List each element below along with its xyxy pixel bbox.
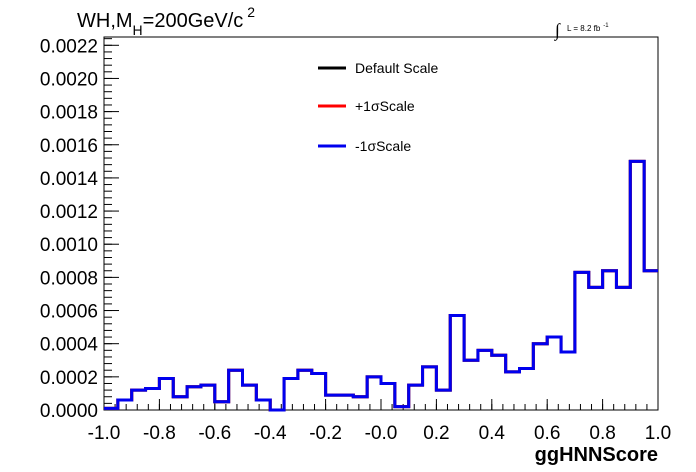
x-axis-label: ggHNNScore <box>535 444 658 466</box>
y-tick-label: 0.0006 <box>40 302 98 323</box>
series-line-2 <box>104 159 658 412</box>
x-tick-label: 0.2 <box>423 423 449 444</box>
x-tick-label: -0.6 <box>198 423 231 444</box>
y-tick-label: 0.0008 <box>40 268 98 289</box>
y-tick-label: 0.0016 <box>40 136 98 157</box>
x-tick-label: -0.2 <box>309 423 342 444</box>
y-tick-label: 0.0018 <box>40 103 98 124</box>
lumi-text: L = 8.2 fb <box>567 24 601 33</box>
svg-text:WH,MH=200GeV/c2: WH,MH=200GeV/c 2 <box>77 4 255 38</box>
y-axis: 0.0000 0.0002 0.0004 0.0006 0.0008 0.0010 0.00… <box>40 36 119 422</box>
luminosity-annotation: ∫ L = 8.2 fb -1 <box>554 20 609 41</box>
x-tick-label: -0.0 <box>365 423 398 444</box>
legend-label-0: Default Scale <box>355 60 438 76</box>
x-tick-label: -1.0 <box>88 423 121 444</box>
y-tick-label: 0.0020 <box>40 69 98 90</box>
lumi-superscript: -1 <box>603 23 609 29</box>
x-tick-label: 0.8 <box>589 423 615 444</box>
y-tick-label: 0.0022 <box>40 36 98 57</box>
series-layer <box>104 159 658 412</box>
x-tick-label: 0.4 <box>479 423 506 444</box>
y-tick-label: 0.0014 <box>40 169 99 190</box>
integral-symbol: ∫ <box>554 20 561 41</box>
y-tick-label: 0.0004 <box>40 335 99 356</box>
x-tick-label: 0.6 <box>534 423 560 444</box>
title-superscript: 2 <box>247 4 255 20</box>
legend-label-1: +1σScale <box>355 98 415 114</box>
x-tick-label: 1.0 <box>645 423 671 444</box>
plot-frame <box>103 36 659 411</box>
chart-title: WH,MH=200GeV/c 2 <box>77 4 255 38</box>
y-tick-label: 0.0000 <box>40 401 98 422</box>
y-tick-label: 0.0010 <box>40 235 98 256</box>
x-axis: -1.0 -0.8 -0.6 -0.4 -0.2 -0.0 0.2 0.4 0.6 0.8 1.0 <box>88 399 671 444</box>
legend: Default Scale +1σScale -1σScale <box>318 60 438 154</box>
title-suffix: =200GeV/c <box>143 10 244 32</box>
title-subscript: H <box>133 22 143 38</box>
title-prefix: WH,M <box>77 10 133 32</box>
y-tick-label: 0.0002 <box>40 368 98 389</box>
legend-label-2: -1σScale <box>355 138 411 154</box>
y-tick-label: 0.0012 <box>40 202 98 223</box>
svg-text:L = 8.2 fb-1: L = 8.2 fb -1 <box>567 23 609 33</box>
x-tick-label: -0.8 <box>143 423 176 444</box>
x-tick-label: -0.4 <box>254 423 287 444</box>
